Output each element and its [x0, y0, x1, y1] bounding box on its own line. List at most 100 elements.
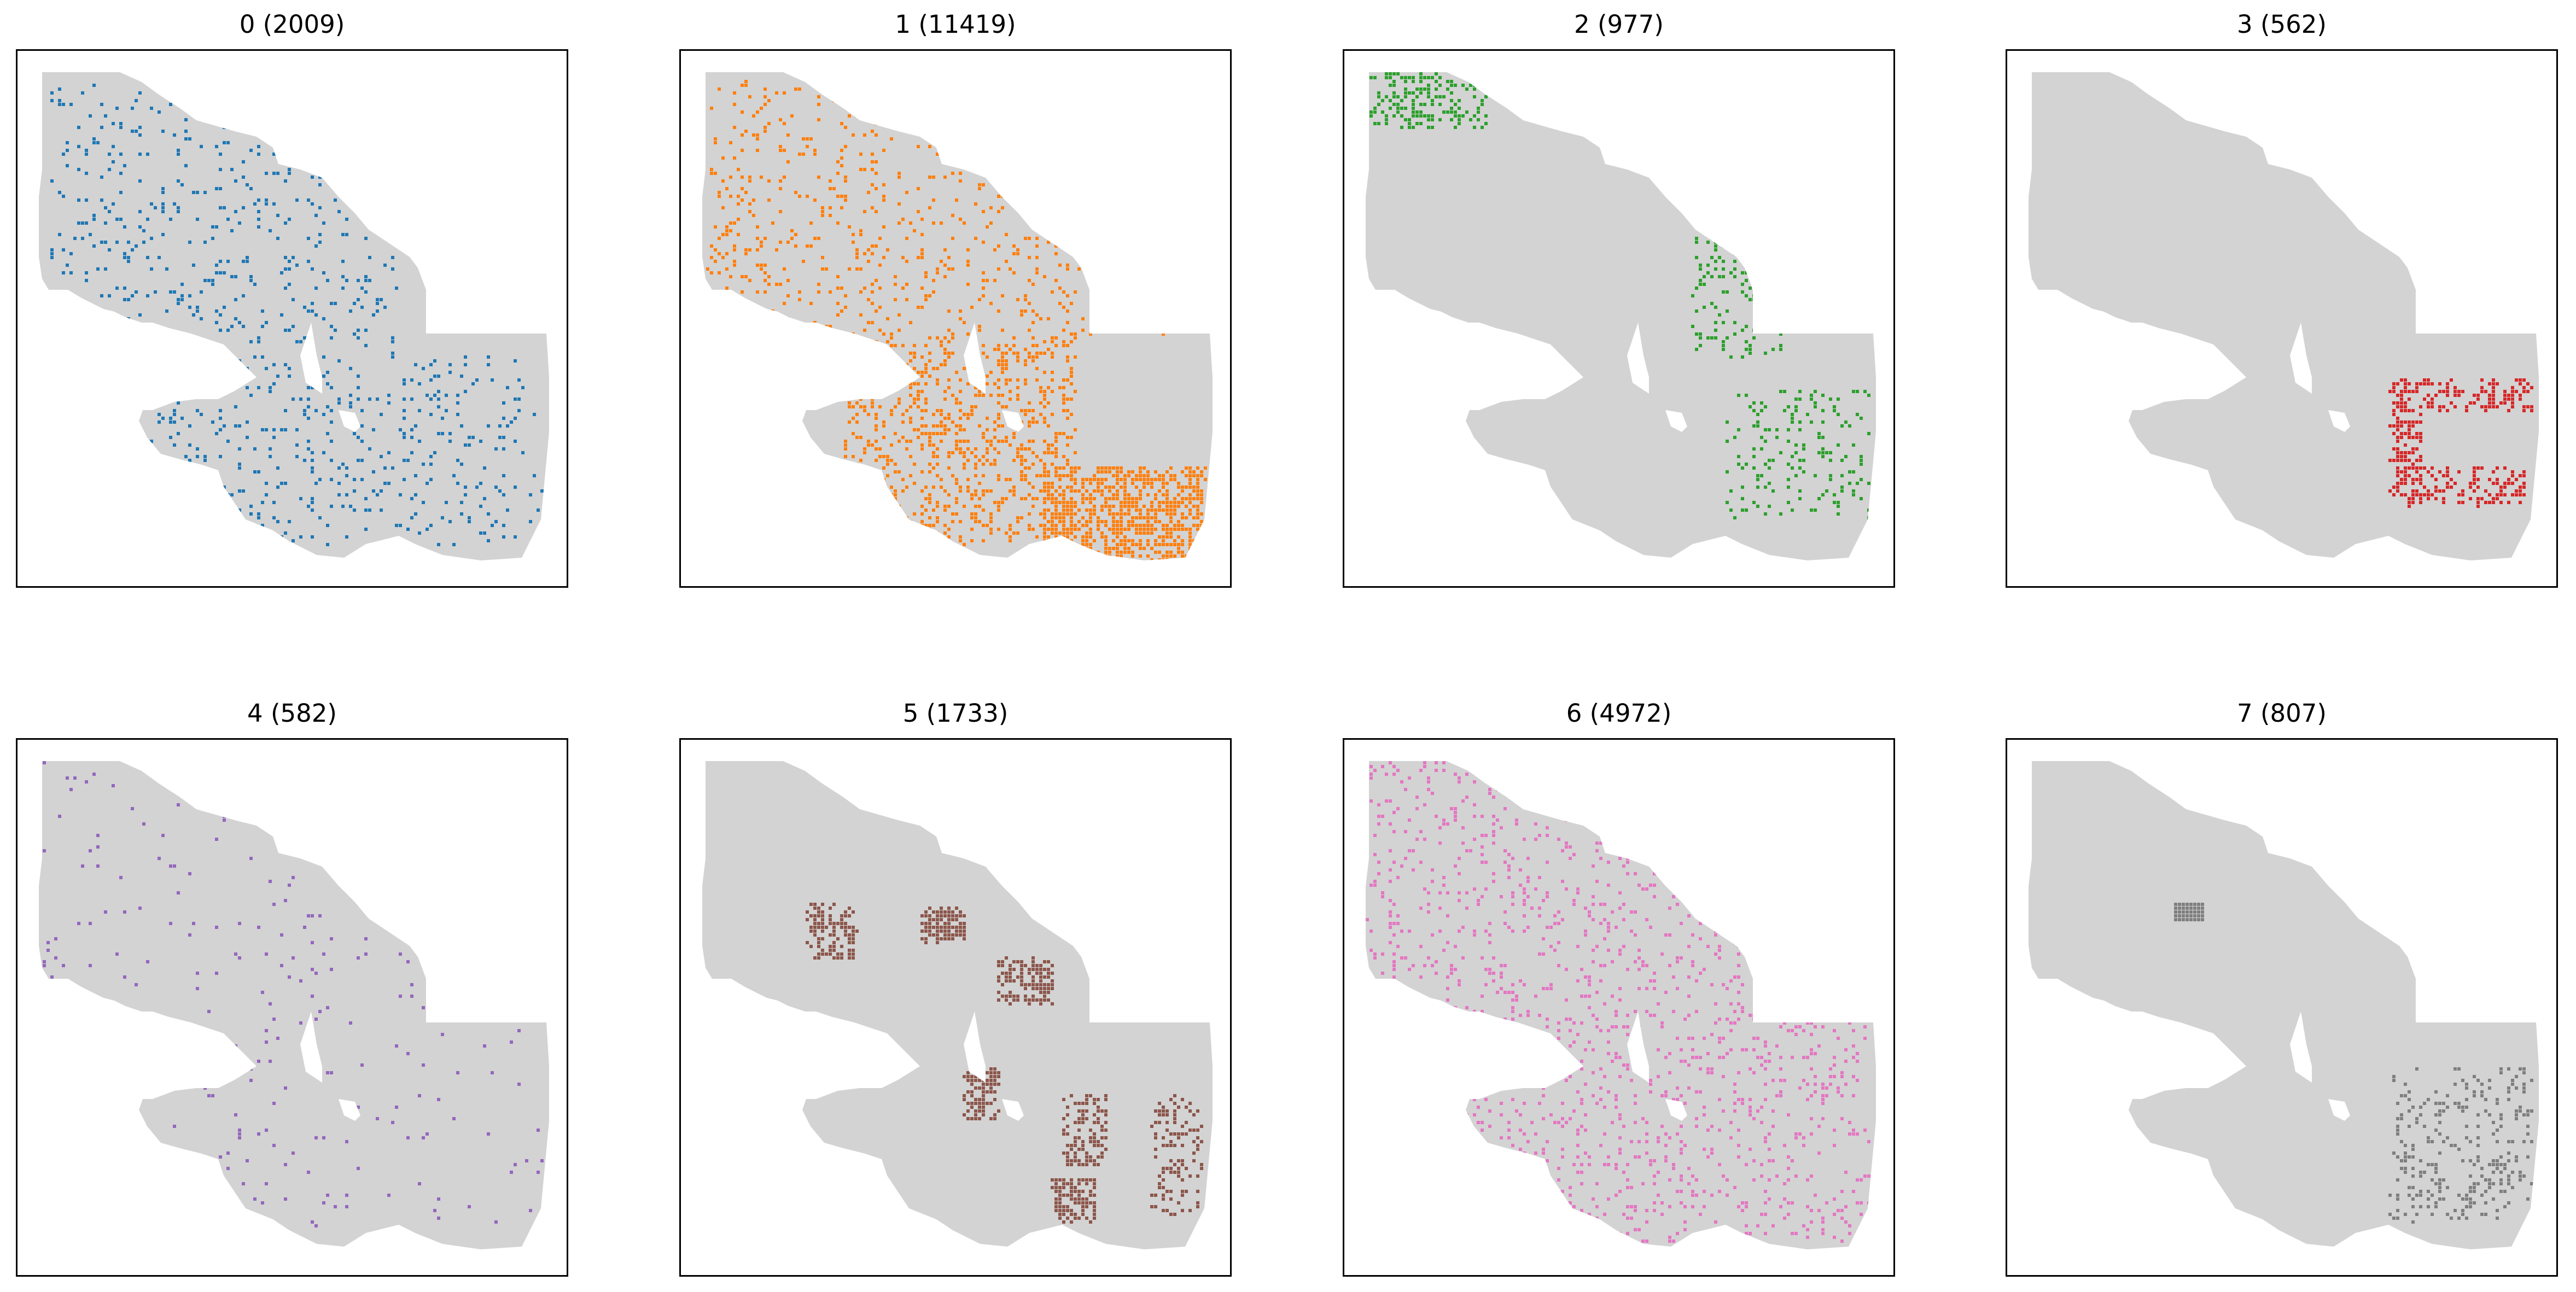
data-point: [89, 321, 92, 324]
data-point: [399, 428, 402, 431]
data-point: [848, 466, 851, 470]
data-point: [978, 1071, 981, 1074]
data-point: [1404, 80, 1407, 83]
data-point: [897, 329, 901, 332]
data-point: [1016, 455, 1019, 458]
data-point: [1794, 405, 1798, 408]
panel-title-6: 6 (4972): [1566, 699, 1672, 728]
data-point: [173, 133, 176, 137]
data-point: [978, 459, 981, 462]
data-point: [1150, 145, 1153, 148]
data-point: [966, 332, 970, 336]
data-point: [1196, 528, 1199, 531]
data-point: [844, 378, 847, 382]
data-point: [188, 872, 191, 875]
data-point: [909, 382, 912, 385]
data-point: [867, 443, 870, 447]
data-point: [1158, 283, 1161, 286]
data-point: [1756, 420, 1759, 424]
data-point: [242, 531, 245, 535]
data-point: [276, 834, 279, 837]
data-point: [867, 470, 870, 473]
data-point: [813, 198, 817, 202]
data-point: [292, 118, 295, 121]
data-point: [936, 378, 939, 382]
data-point: [2427, 378, 2430, 382]
data-point: [1031, 528, 1035, 531]
data-point: [2423, 493, 2426, 496]
data-point: [1419, 114, 1423, 118]
data-point: [1385, 76, 1388, 79]
data-point: [2400, 394, 2403, 397]
data-point: [456, 1071, 459, 1074]
data-point: [2396, 401, 2399, 405]
data-point: [725, 225, 728, 229]
data-point: [2388, 459, 2392, 462]
data-point: [161, 206, 165, 209]
data-point: [928, 137, 931, 141]
data-point: [905, 486, 908, 489]
data-point: [1392, 72, 1396, 75]
data-point: [1062, 489, 1065, 493]
data-point: [1005, 344, 1008, 347]
data-point: [1775, 229, 1779, 232]
data-point: [932, 367, 935, 370]
data-point: [2427, 401, 2430, 405]
data-point: [1035, 474, 1039, 477]
data-point: [1116, 547, 1119, 550]
data-point: [936, 520, 939, 523]
data-point: [1458, 107, 1461, 110]
data-point: [940, 363, 943, 366]
data-point: [832, 926, 836, 929]
data-point: [718, 195, 721, 198]
data-point: [1093, 539, 1096, 542]
data-point: [192, 922, 195, 925]
data-point: [982, 493, 985, 496]
data-point: [875, 493, 878, 496]
data-point: [1085, 520, 1088, 523]
data-point: [1726, 501, 1729, 504]
data-point: [997, 417, 1000, 420]
data-point: [215, 271, 218, 274]
data-point: [1165, 252, 1169, 255]
data-point: [890, 332, 893, 336]
data-point: [1465, 76, 1468, 79]
data-point: [848, 420, 851, 424]
data-point: [2442, 474, 2445, 477]
data-point: [207, 1060, 211, 1063]
data-point: [115, 107, 119, 110]
data-point: [978, 325, 981, 328]
data-point: [955, 497, 958, 500]
data-point: [372, 225, 375, 229]
data-point: [890, 535, 893, 539]
data-point: [863, 451, 866, 454]
data-point: [779, 187, 782, 190]
data-point: [1112, 524, 1115, 527]
data-point: [932, 413, 935, 416]
data-point: [1764, 214, 1767, 217]
data-point: [1396, 107, 1400, 110]
data-point: [802, 260, 805, 263]
data-point: [859, 436, 862, 439]
data-point: [540, 1159, 544, 1162]
data-point: [2511, 397, 2514, 401]
data-point: [1749, 287, 1752, 290]
data-point: [1419, 110, 1423, 114]
data-point: [2488, 493, 2491, 496]
data-point: [901, 524, 905, 527]
data-point: [1200, 535, 1203, 539]
data-point: [890, 137, 893, 141]
data-point: [1058, 264, 1062, 267]
data-point: [487, 1132, 490, 1136]
data-point: [840, 956, 843, 960]
data-point: [1116, 528, 1119, 531]
data-point: [1814, 405, 1817, 408]
data-point: [372, 198, 375, 202]
data-point: [1181, 145, 1184, 148]
data-point: [2419, 497, 2422, 500]
data-point: [104, 1094, 107, 1097]
data-point: [383, 819, 387, 822]
data-point: [1867, 482, 1870, 485]
data-point: [203, 1086, 207, 1090]
data-point: [2419, 474, 2422, 477]
